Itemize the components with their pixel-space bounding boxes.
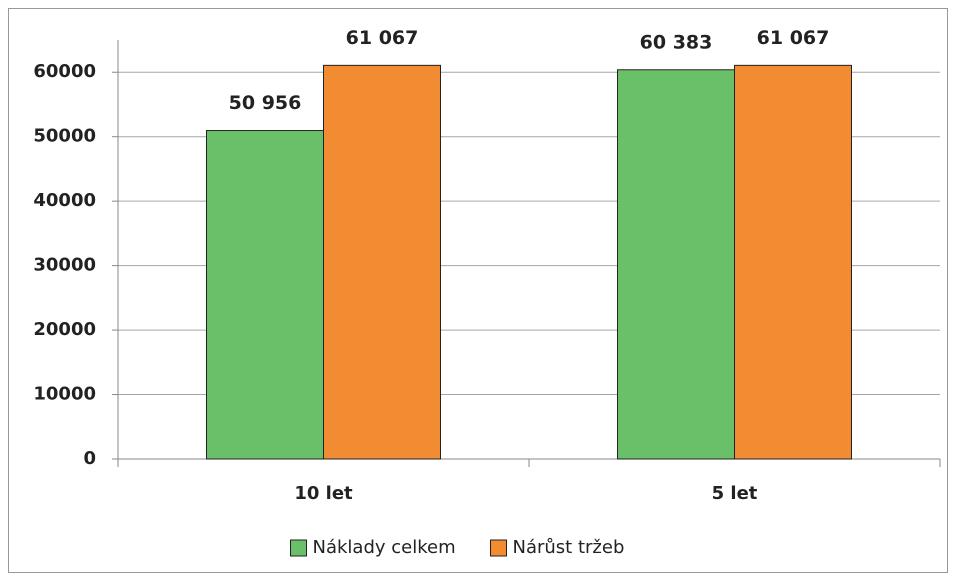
x-tick-label: 5 let [712, 483, 758, 504]
value-label: 61 067 [346, 27, 419, 49]
legend-swatch [490, 539, 507, 557]
bar [206, 130, 324, 460]
value-label: 61 067 [757, 27, 830, 49]
bar [734, 64, 852, 460]
bar [617, 69, 735, 460]
y-tick-label: 40000 [33, 190, 96, 211]
y-tick-label: 60000 [33, 61, 96, 82]
legend-swatch [290, 539, 307, 557]
value-label: 60 383 [640, 31, 713, 53]
y-tick-label: 10000 [33, 384, 96, 405]
y-tick-label: 50000 [33, 126, 96, 147]
y-tick-label: 0 [83, 448, 96, 469]
legend-label: Náklady celkem [313, 537, 456, 558]
y-tick-label: 30000 [33, 255, 96, 276]
x-tick-label: 10 let [294, 483, 353, 504]
legend-label: Nárůst tržeb [513, 537, 625, 558]
bar [323, 64, 441, 460]
y-tick-label: 20000 [33, 319, 96, 340]
value-label: 50 956 [229, 92, 302, 114]
